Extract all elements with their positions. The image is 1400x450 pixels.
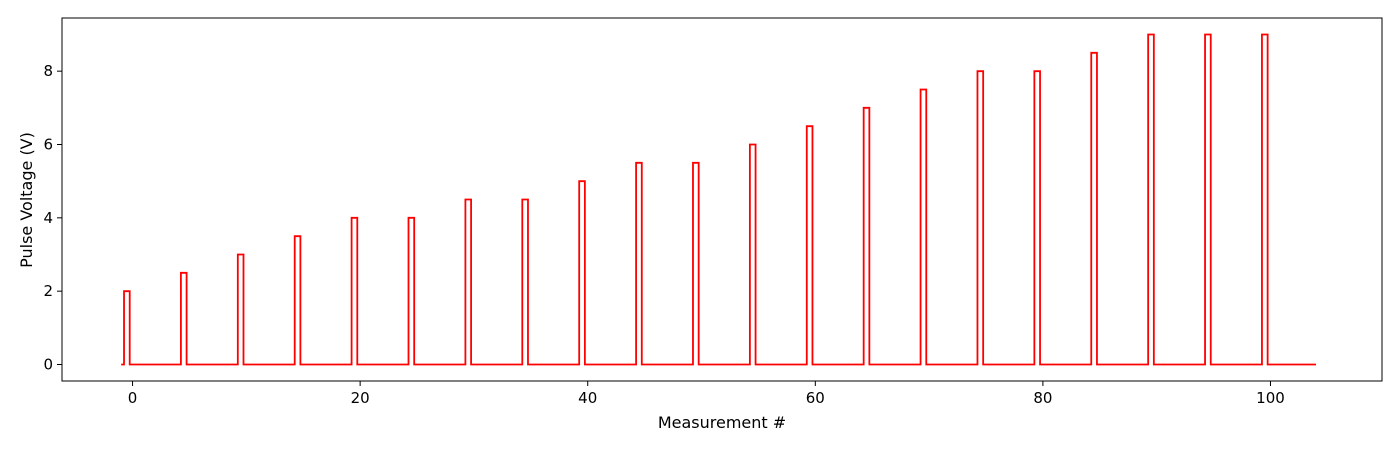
x-tick-label: 0 (128, 389, 138, 407)
x-tick-label: 100 (1256, 389, 1285, 407)
x-tick-label: 80 (1033, 389, 1052, 407)
y-tick-label: 4 (43, 209, 53, 227)
plot-area (121, 33, 1316, 366)
y-tick-label: 2 (43, 282, 53, 300)
x-tick-label: 20 (351, 389, 370, 407)
series-line (121, 33, 1316, 366)
x-tick-label: 40 (578, 389, 597, 407)
y-tick-label: 8 (43, 62, 53, 80)
x-axis-label: Measurement # (658, 413, 786, 432)
y-axis-label: Pulse Voltage (V) (17, 132, 36, 268)
axes: 0 20 40 60 80 100 0 2 4 6 8 (43, 17, 1383, 407)
y-tick-label: 6 (43, 136, 53, 154)
x-tick-label: 60 (806, 389, 825, 407)
axes-frame (61, 17, 1383, 382)
y-tick-label: 0 (43, 356, 53, 374)
